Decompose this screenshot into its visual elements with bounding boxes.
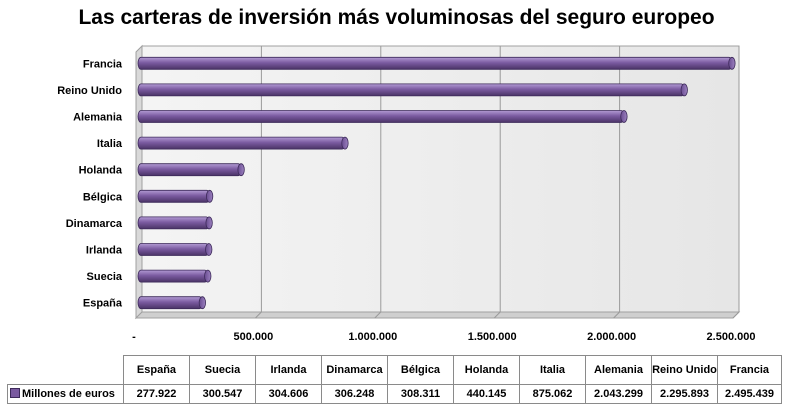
bar-body bbox=[137, 189, 211, 203]
bar-chart: España Suecia Irlanda Dinamarca Bélgica Holan… bbox=[57, 44, 755, 343]
gridline-floor bbox=[493, 311, 501, 319]
plot-floor bbox=[134, 311, 741, 319]
bar-end-cap bbox=[620, 110, 628, 123]
bar-body bbox=[137, 296, 203, 310]
category-label: Alemania bbox=[73, 112, 123, 124]
table-value-cell: 308.311 bbox=[387, 384, 454, 404]
bar-body bbox=[137, 269, 209, 283]
bar-body bbox=[137, 163, 242, 177]
x-tick-label: 1.000.000 bbox=[348, 331, 397, 343]
gridline-floor bbox=[613, 311, 620, 319]
table-corner bbox=[7, 355, 124, 385]
bar-body bbox=[137, 243, 210, 256]
x-tick-label: - bbox=[132, 331, 136, 343]
category-label: Holanda bbox=[79, 165, 123, 177]
bar bbox=[137, 216, 213, 230]
legend-entry: Millones de euros bbox=[7, 384, 124, 404]
table-value-cell: 440.145 bbox=[453, 384, 520, 404]
bar-body bbox=[137, 216, 210, 230]
table-header-cell: Holanda bbox=[453, 355, 520, 385]
table-values-row: Millones de euros 277.922 300.547 304.60… bbox=[7, 384, 782, 404]
x-tick-label: 1.500.000 bbox=[468, 331, 517, 343]
category-label: Bélgica bbox=[83, 191, 123, 203]
x-tick-label: 500.000 bbox=[234, 331, 274, 343]
bar-end-cap bbox=[728, 56, 736, 70]
bar bbox=[137, 269, 212, 283]
table-header-cell: Francia bbox=[717, 355, 782, 385]
bar-end-cap bbox=[206, 189, 214, 203]
table-value-cell: 2.295.893 bbox=[651, 384, 718, 404]
bar bbox=[137, 56, 736, 70]
category-label: Irlanda bbox=[86, 245, 123, 257]
table-header-cell: Bélgica bbox=[387, 355, 454, 385]
x-tick-label: 2.000.000 bbox=[587, 331, 636, 343]
bar-body bbox=[137, 110, 625, 123]
bar-end-cap bbox=[198, 296, 206, 310]
legend-key-swatch bbox=[10, 388, 20, 398]
category-label: Italia bbox=[97, 138, 123, 150]
gridline-floor bbox=[732, 311, 740, 319]
bar-end-cap bbox=[205, 216, 213, 230]
bar-end-cap bbox=[205, 243, 213, 256]
table-value-cell: 277.922 bbox=[123, 384, 190, 404]
bar-end-cap bbox=[204, 269, 212, 283]
legend-label: Millones de euros bbox=[22, 388, 115, 400]
category-label: España bbox=[83, 298, 123, 310]
table-value-cell: 2.043.299 bbox=[585, 384, 652, 404]
table-header-cell: Irlanda bbox=[255, 355, 322, 385]
x-tick-label: 2.500.000 bbox=[707, 331, 756, 343]
category-label: Suecia bbox=[87, 271, 123, 283]
bar bbox=[137, 83, 688, 97]
category-labels: España Suecia Irlanda Dinamarca Bélgica Holan… bbox=[57, 58, 123, 309]
bar-end-cap bbox=[237, 163, 245, 177]
table-value-cell: 300.547 bbox=[189, 384, 256, 404]
bars-group bbox=[137, 56, 736, 310]
bar-body bbox=[137, 56, 733, 70]
table-header-cell: Italia bbox=[519, 355, 586, 385]
table-header-row: España Suecia Irlanda Dinamarca Bélgica … bbox=[7, 355, 782, 385]
bar bbox=[137, 136, 349, 150]
bar-body bbox=[137, 83, 685, 97]
category-label: Dinamarca bbox=[66, 218, 123, 230]
table-header-cell: España bbox=[123, 355, 190, 385]
bar bbox=[137, 163, 245, 177]
bar bbox=[137, 110, 628, 123]
chart-title: Las carteras de inversión más voluminosa… bbox=[78, 6, 715, 29]
table-header-cell: Reino Unido bbox=[651, 355, 718, 385]
bar-end-cap bbox=[680, 83, 688, 97]
category-label: Francia bbox=[83, 58, 123, 70]
gridline-floor bbox=[374, 311, 382, 319]
bar bbox=[137, 243, 213, 256]
gridline-floor bbox=[255, 311, 262, 319]
table-value-cell: 306.248 bbox=[321, 384, 388, 404]
bar-body bbox=[137, 136, 346, 150]
data-table: España Suecia Irlanda Dinamarca Bélgica … bbox=[7, 355, 782, 404]
bar bbox=[137, 189, 214, 203]
table-header-cell: Dinamarca bbox=[321, 355, 388, 385]
bar-end-cap bbox=[341, 136, 349, 150]
bar bbox=[137, 296, 206, 310]
table-value-cell: 2.495.439 bbox=[717, 384, 782, 404]
table-header-cell: Suecia bbox=[189, 355, 256, 385]
table-value-cell: 875.062 bbox=[519, 384, 586, 404]
table-value-cell: 304.606 bbox=[255, 384, 322, 404]
category-label: Reino Unido bbox=[57, 85, 122, 97]
x-axis-tick-labels: - 500.000 1.000.000 1.500.000 2.000.000 2.500… bbox=[132, 331, 755, 343]
table-header-cell: Alemania bbox=[585, 355, 652, 385]
